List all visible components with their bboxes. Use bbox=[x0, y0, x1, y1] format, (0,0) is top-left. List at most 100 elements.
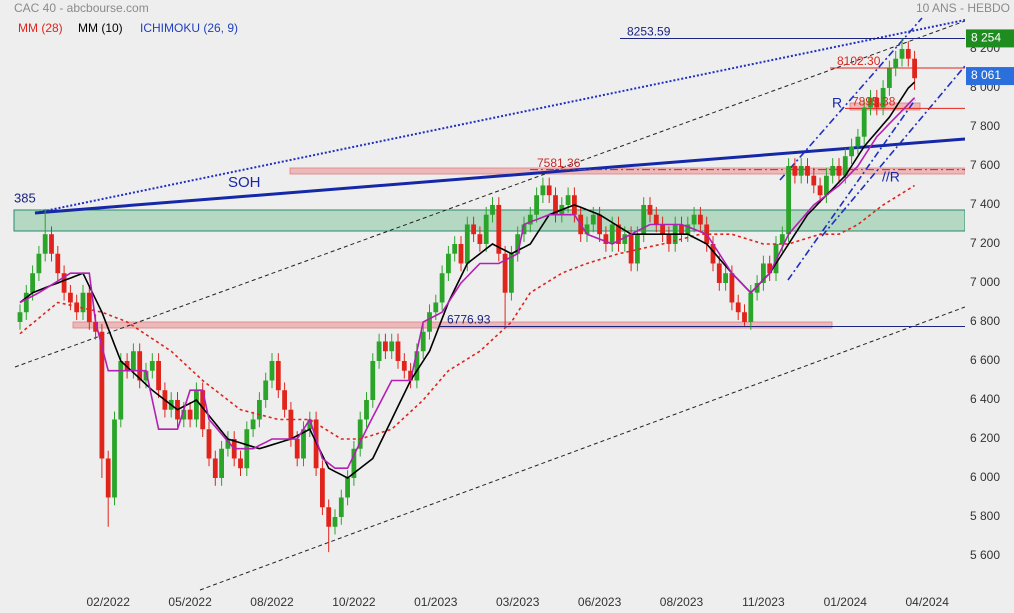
candle-body bbox=[206, 429, 212, 459]
indicator-line bbox=[19, 184, 916, 440]
candle-body bbox=[716, 263, 722, 283]
data-marks bbox=[17, 37, 965, 553]
x-tick-label: 01/2024 bbox=[824, 595, 868, 609]
candle-body bbox=[118, 360, 124, 420]
candle-body bbox=[698, 214, 703, 225]
candle-body bbox=[849, 146, 854, 157]
candle-body bbox=[685, 224, 691, 235]
candle-body bbox=[149, 360, 155, 371]
candle-body bbox=[855, 136, 861, 147]
candle-body bbox=[742, 312, 747, 322]
x-tick-label: 04/2024 bbox=[906, 595, 950, 609]
legend-entry: ICHIMOKU (26, 9) bbox=[140, 21, 238, 35]
support-zone bbox=[13, 209, 965, 232]
annotation: SOH bbox=[228, 174, 261, 191]
candle-body bbox=[30, 273, 35, 293]
candle-body bbox=[250, 419, 256, 430]
candle-body bbox=[490, 204, 495, 215]
price-tag bbox=[966, 29, 1014, 48]
candle-body bbox=[200, 390, 206, 430]
candle-body bbox=[609, 224, 615, 244]
candle-body bbox=[616, 224, 621, 244]
candle-body bbox=[112, 419, 117, 498]
candle-body bbox=[395, 341, 401, 361]
candle-body bbox=[187, 409, 193, 420]
candle-body bbox=[584, 224, 590, 235]
candle-body bbox=[660, 224, 665, 235]
candle-body bbox=[691, 214, 697, 225]
y-tick-label: 6 600 bbox=[970, 353, 1000, 367]
channel-line bbox=[787, 99, 916, 281]
candle-body bbox=[471, 224, 476, 235]
candle-body bbox=[156, 360, 161, 391]
y-tick-label: 5 800 bbox=[970, 509, 1000, 523]
y-tick-label: 5 600 bbox=[970, 548, 1000, 562]
candle-body bbox=[238, 458, 243, 469]
candle-body bbox=[477, 234, 483, 244]
x-tick-label: 06/2023 bbox=[578, 595, 622, 609]
candle-body bbox=[710, 243, 716, 264]
candle-body bbox=[805, 165, 810, 176]
candle-body bbox=[521, 224, 527, 235]
candle-body bbox=[401, 360, 407, 371]
candle-body bbox=[509, 253, 514, 293]
candle-body bbox=[288, 409, 294, 439]
candle-body bbox=[458, 243, 464, 264]
x-tick-label: 10/2022 bbox=[332, 595, 376, 609]
annotation: R bbox=[832, 95, 842, 111]
candle-body bbox=[729, 273, 735, 303]
candle-body bbox=[836, 165, 842, 176]
candle-body bbox=[565, 195, 571, 205]
candle-body bbox=[635, 234, 640, 264]
candle-body bbox=[61, 273, 67, 293]
candle-body bbox=[345, 477, 350, 498]
candle-body bbox=[679, 224, 684, 235]
candle-body bbox=[534, 195, 539, 215]
candle-body bbox=[861, 107, 867, 137]
candle-body bbox=[351, 448, 357, 478]
chart-title: CAC 40 - abcbourse.com bbox=[14, 1, 149, 15]
candle-body bbox=[219, 448, 224, 478]
candle-body bbox=[408, 370, 413, 381]
y-tick-label: 6 000 bbox=[970, 470, 1000, 484]
candle-body bbox=[294, 438, 300, 459]
candle-body bbox=[546, 185, 552, 196]
candle-body bbox=[357, 419, 363, 449]
candle-body bbox=[446, 253, 451, 274]
candle-body bbox=[439, 273, 445, 303]
channel-line bbox=[779, 17, 923, 181]
labels: CAC 40 - abcbourse.com 10 ANS - HEBDO SO… bbox=[14, 1, 1014, 609]
candle-body bbox=[212, 458, 218, 478]
candle-body bbox=[326, 507, 332, 527]
candle-body bbox=[225, 438, 231, 449]
price-tag bbox=[966, 67, 1014, 86]
candle-body bbox=[143, 370, 149, 381]
candle-body bbox=[912, 58, 917, 79]
candle-body bbox=[893, 58, 899, 69]
legend-entry: MM (28) bbox=[18, 21, 63, 35]
candle-body bbox=[433, 302, 439, 313]
legend-entry: MM (10) bbox=[78, 21, 123, 35]
candle-body bbox=[389, 341, 395, 352]
indicator-line bbox=[19, 97, 916, 469]
candle-body bbox=[420, 331, 426, 352]
candle-body bbox=[779, 234, 785, 244]
candle-body bbox=[824, 175, 829, 196]
candle-body bbox=[320, 468, 325, 508]
candle-body bbox=[414, 351, 420, 381]
y-tick-label: 7 600 bbox=[970, 158, 1000, 172]
candle-body bbox=[830, 165, 836, 176]
candle-body bbox=[332, 516, 338, 527]
y-tick-label: 6 200 bbox=[970, 431, 1000, 445]
candle-body bbox=[905, 48, 911, 59]
candle-body bbox=[723, 273, 728, 283]
y-tick-label: 7 200 bbox=[970, 236, 1000, 250]
x-tick-label: 11/2023 bbox=[742, 595, 785, 609]
candle-body bbox=[23, 292, 29, 313]
candle-body bbox=[42, 234, 48, 254]
candle-body bbox=[275, 360, 281, 391]
candle-body bbox=[641, 204, 647, 235]
candle-body bbox=[754, 282, 760, 293]
